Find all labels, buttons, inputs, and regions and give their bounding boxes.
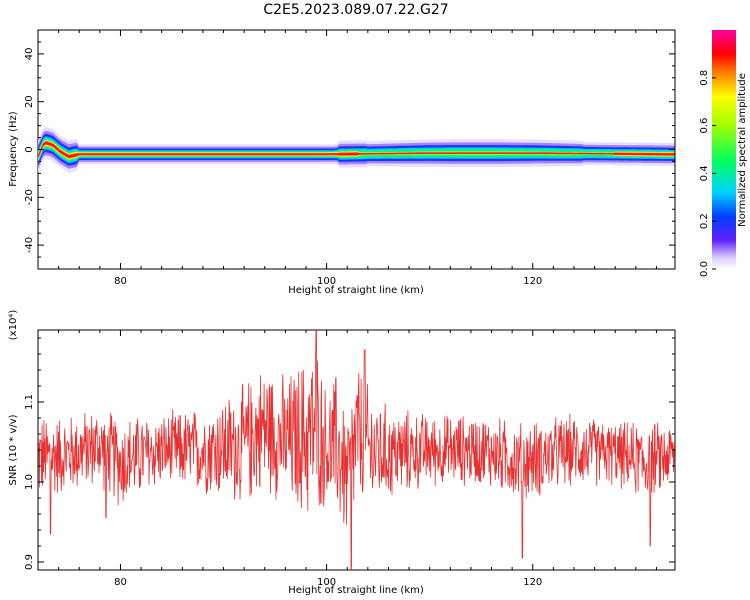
chart-title: C2E5.2023.089.07.22.G27 <box>263 2 448 18</box>
snr-panel: 80 100 120 0.9 1.0 1.1 Height of straight lin… <box>8 310 676 596</box>
x-tick-label: 100 <box>317 276 336 287</box>
colorbar-tick-label: 0.6 <box>699 118 710 134</box>
y-tick-label: -20 <box>24 189 35 205</box>
y-tick-label: 40 <box>24 48 35 61</box>
snr-xlabel: Height of straight line (km) <box>288 585 424 596</box>
spectrogram-axes: 80 100 120 40 20 0 -20 -40 <box>24 29 675 287</box>
snr-axes: 80 100 120 0.9 1.0 1.1 <box>24 330 675 588</box>
y-tick-label: 0 <box>24 146 35 152</box>
y-tick-label: -40 <box>24 237 35 253</box>
colorbar: 0.0 0.2 0.4 0.6 0.8 Normalized spectral ampl… <box>699 30 748 277</box>
snr-ylabel: SNR (10 * v/v) <box>8 414 19 485</box>
spectrogram-xlabel: Height of straight line (km) <box>288 285 424 296</box>
colorbar-tick-label: 0.2 <box>699 213 710 229</box>
x-tick-label: 80 <box>114 577 127 588</box>
spectrogram-panel: 80 100 120 40 20 0 -20 -40 Height of straight l… <box>8 29 676 296</box>
x-tick-label: 120 <box>523 577 542 588</box>
colorbar-tick-label: 0.4 <box>699 165 710 181</box>
snr-series-line <box>38 330 675 570</box>
colorbar-tick-label: 0.8 <box>699 70 710 86</box>
y-tick-label: 1.1 <box>24 394 35 410</box>
y-tick-label: 20 <box>24 95 35 108</box>
y-tick-label: 0.9 <box>24 554 35 570</box>
x-tick-label: 120 <box>523 276 542 287</box>
colorbar-tick-label: 0.0 <box>699 261 710 277</box>
spectral-ridge <box>38 126 675 173</box>
colorbar-gradient <box>712 30 736 269</box>
spectrogram-ylabel: Frequency (Hz) <box>8 111 19 187</box>
x-tick-label: 80 <box>114 276 127 287</box>
snr-scale-label: (x10⁴) <box>8 310 19 341</box>
ridge-core-line <box>38 142 675 158</box>
colorbar-ticks: 0.0 0.2 0.4 0.6 0.8 <box>699 70 716 277</box>
y-tick-label: 1.0 <box>24 474 35 490</box>
x-tick-label: 100 <box>317 577 336 588</box>
colorbar-label: Normalized spectral amplitude <box>737 73 748 227</box>
